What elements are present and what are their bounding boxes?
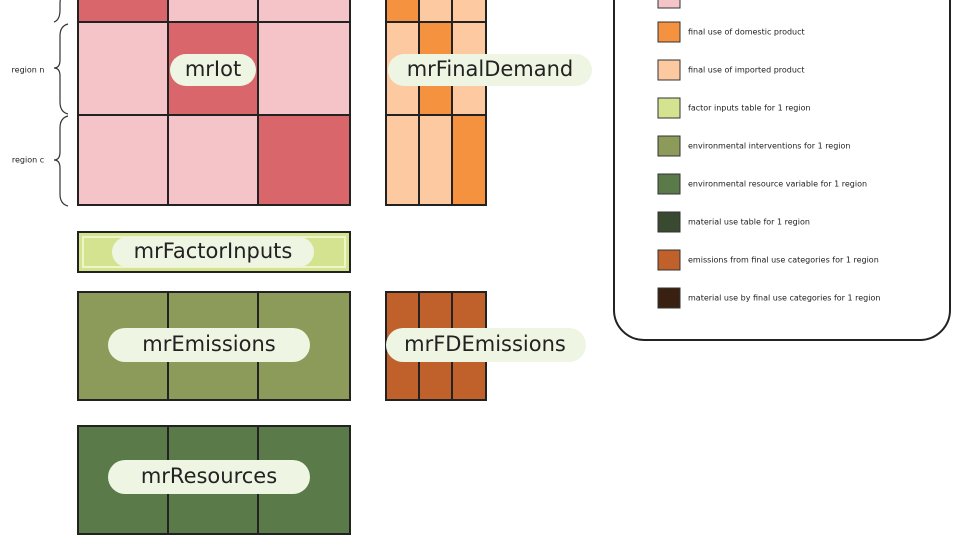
block-label: mrIot <box>185 57 241 81</box>
label-pill <box>112 237 314 267</box>
brace <box>53 0 61 23</box>
block-label: mrFinalDemand <box>407 57 574 81</box>
label-pill <box>170 54 256 86</box>
legend-label: material use table for 1 region <box>688 218 810 227</box>
label-pill <box>108 328 310 362</box>
legend-swatch <box>657 211 681 233</box>
block-label: mrFDEmissions <box>404 332 566 356</box>
region-label: region c <box>12 156 44 165</box>
legend-swatch <box>657 0 681 9</box>
legend-label: factor inputs table for 1 region <box>688 104 811 113</box>
block-label: mrResources <box>141 464 277 488</box>
legend-swatch <box>657 21 681 43</box>
cell <box>257 114 351 206</box>
cell <box>451 114 487 206</box>
label-pill <box>108 460 310 494</box>
legend-label: material use by final use categories for… <box>688 294 880 303</box>
legend-swatch <box>657 287 681 309</box>
cell <box>77 114 169 206</box>
cell <box>451 0 487 23</box>
legend-label: environmental interventions for 1 region <box>688 142 851 151</box>
legend-swatch <box>657 59 681 81</box>
legend-label: final use of imported product <box>688 66 804 75</box>
cell <box>385 0 420 23</box>
cell <box>385 114 420 206</box>
legend-label: environmental resource variable for 1 re… <box>688 180 867 189</box>
region-label: region n <box>12 66 45 75</box>
label-pill <box>388 54 592 86</box>
block-label: mrFactorInputs <box>134 239 293 263</box>
final-demand-grid <box>385 0 487 206</box>
cell <box>418 114 453 206</box>
cell <box>418 0 453 23</box>
legend: final use of domestic product final use o… <box>613 0 951 341</box>
cell <box>257 0 351 23</box>
cell <box>167 114 259 206</box>
legend-swatch <box>657 135 681 157</box>
brace <box>53 115 69 207</box>
legend-swatch <box>657 173 681 195</box>
legend-swatch <box>657 249 681 271</box>
labels: mrIot mrFinalDemand mrFactorInputs mrEmi… <box>108 54 592 494</box>
legend-swatch <box>657 97 681 119</box>
legend-label: emissions from final use categories for … <box>688 256 879 265</box>
cell <box>167 0 259 23</box>
label-pill <box>386 328 586 362</box>
braces <box>53 0 69 207</box>
legend-box <box>613 0 951 341</box>
cell <box>77 0 169 23</box>
legend-label: final use of domestic product <box>688 28 805 37</box>
cell <box>77 21 169 116</box>
iot-grid <box>77 0 351 206</box>
brace <box>53 23 69 115</box>
cell <box>257 21 351 116</box>
block-label: mrEmissions <box>142 332 275 356</box>
